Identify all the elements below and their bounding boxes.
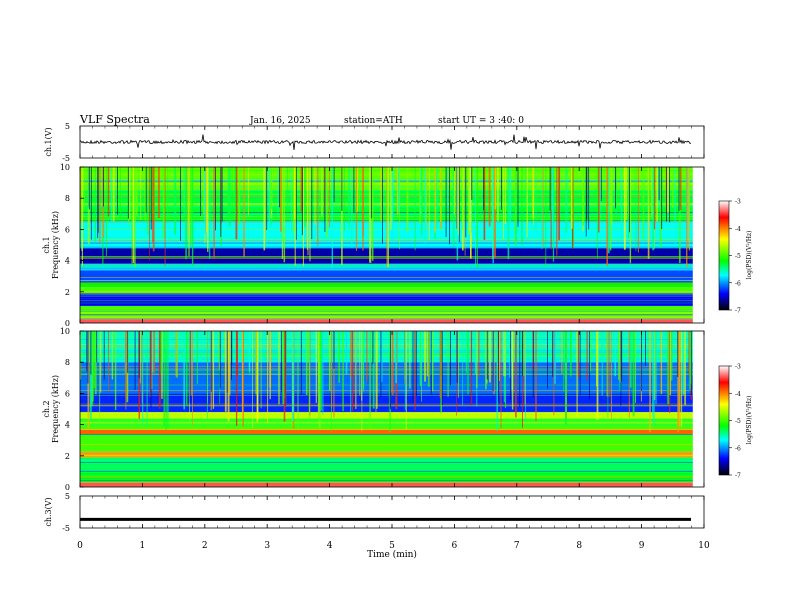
s1-ytick-label: 8 <box>65 194 70 203</box>
s1-band-4 <box>80 287 704 294</box>
s2-band-8 <box>80 393 704 413</box>
ch1-spectrogram-panel: 0 2 4 6 8 10 ch.1 Frequency (kHz) <box>42 163 705 328</box>
s1-ytick-label: 6 <box>65 225 70 234</box>
colorbar-tick-label: -4 <box>735 391 741 398</box>
time-tick-label: 10 <box>698 541 710 551</box>
s2-ytick-label: 4 <box>65 421 70 430</box>
time-tick-label: 0 <box>77 541 83 551</box>
s2-band-3 <box>80 451 704 458</box>
colorbar-tick-label: -5 <box>735 418 741 425</box>
ch1-spec-ylabel-channel: ch.1 <box>42 236 51 253</box>
ch1-wave-tick-top: 5 <box>65 122 70 131</box>
s2-ytick-label: 8 <box>65 358 70 367</box>
s1-band-1 <box>80 310 704 319</box>
s1-band-8 <box>80 248 704 264</box>
ch2-frequency-ticks: 0 2 4 6 8 10 <box>60 327 84 492</box>
s1-no-data-region <box>692 167 704 323</box>
ch1-spectrogram-streaks <box>80 167 704 323</box>
s2-band-7 <box>80 412 704 419</box>
ch1-wave-tick-bottom: -5 <box>62 154 70 163</box>
ch2-spec-ylabel-channel: ch.2 <box>42 400 51 417</box>
s1-band-2 <box>80 305 704 311</box>
time-tick-label: 1 <box>140 541 146 551</box>
ch3-wave-ylabel: ch.3(V) <box>44 497 53 526</box>
s2-band-5 <box>80 429 704 434</box>
ch1-spec-ylabel-frequency: Frequency (kHz) <box>51 211 60 279</box>
ch1-colorbar: -3 -4 -5 -6 -7 log(PSD)(V²/Hz) <box>718 199 753 315</box>
ch3-wave-tick-top: 5 <box>65 492 70 501</box>
time-tick-label: 8 <box>576 541 582 551</box>
ch2-spectrogram-streaks <box>80 331 704 487</box>
colorbar-tick-label: -7 <box>735 473 741 480</box>
time-tick-label: 4 <box>327 541 333 551</box>
colorbar-tick-label: -4 <box>735 226 741 233</box>
s2-ytick-label: 10 <box>60 327 70 336</box>
station-label: station=ATH <box>344 116 403 126</box>
ch1-wave-ylabel: ch.1(V) <box>44 127 53 156</box>
s2-no-data-region <box>692 331 704 487</box>
time-tick-label: 7 <box>514 541 520 551</box>
colorbar-tick-label: -6 <box>735 445 741 452</box>
ch1-colorbar-label: log(PSD)(V²/Hz) <box>746 231 753 280</box>
s1-band-5 <box>80 282 704 288</box>
s1-ytick-label: 10 <box>60 163 70 172</box>
colorbar-tick-label: -3 <box>735 364 741 371</box>
ch2-spec-ylabel-frequency: Frequency (kHz) <box>51 375 60 443</box>
time-axis-ticks: 0 1 2 3 4 5 6 7 8 9 10 <box>77 126 710 551</box>
colorbar-tick-label: -7 <box>735 308 741 315</box>
s1-band-6 <box>80 270 704 283</box>
time-tick-label: 9 <box>639 541 645 551</box>
time-axis-label: Time (min) <box>367 549 417 560</box>
ch1-waveform-panel: 5 -5 ch.1(V) <box>44 122 705 163</box>
ch1-waveform-line <box>80 134 692 150</box>
time-tick-label: 6 <box>452 541 458 551</box>
s2-band-4 <box>80 434 704 452</box>
colorbar-tick-label: -6 <box>735 280 741 287</box>
colorbar-tick-label: -3 <box>735 199 741 206</box>
s1-band-3 <box>80 293 704 306</box>
ch1-frequency-ticks: 0 2 4 6 8 10 <box>60 163 84 328</box>
time-tick-label: 2 <box>202 541 208 551</box>
s1-ytick-label: 0 <box>65 319 70 328</box>
time-tick-label: 5 <box>389 541 395 551</box>
s2-ytick-label: 2 <box>65 452 70 461</box>
figure-title: VLF Spectra <box>79 113 150 126</box>
ch2-colorbar: -3 -4 -5 -6 -7 log(PSD)(V²/Hz) <box>718 364 753 480</box>
s1-ytick-label: 4 <box>65 257 70 266</box>
ch2-spectrogram-panel: 0 2 4 6 8 10 ch.2 Frequency (kHz) <box>42 327 705 492</box>
s2-ytick-label: 0 <box>65 483 70 492</box>
start-time-label: start UT = 3 :40: 0 <box>438 116 524 126</box>
date-label: Jan. 16, 2025 <box>249 116 311 126</box>
time-tick-label: 3 <box>264 541 270 551</box>
s2-ytick-label: 6 <box>65 389 70 398</box>
colorbar-tick-label: -5 <box>735 253 741 260</box>
ch3-waveform-panel: 5 -5 ch.3(V) <box>44 492 705 533</box>
s1-ytick-label: 2 <box>65 288 70 297</box>
ch2-colorbar-label: log(PSD)(V²/Hz) <box>746 396 753 445</box>
ch3-wave-tick-bottom: -5 <box>62 524 70 533</box>
